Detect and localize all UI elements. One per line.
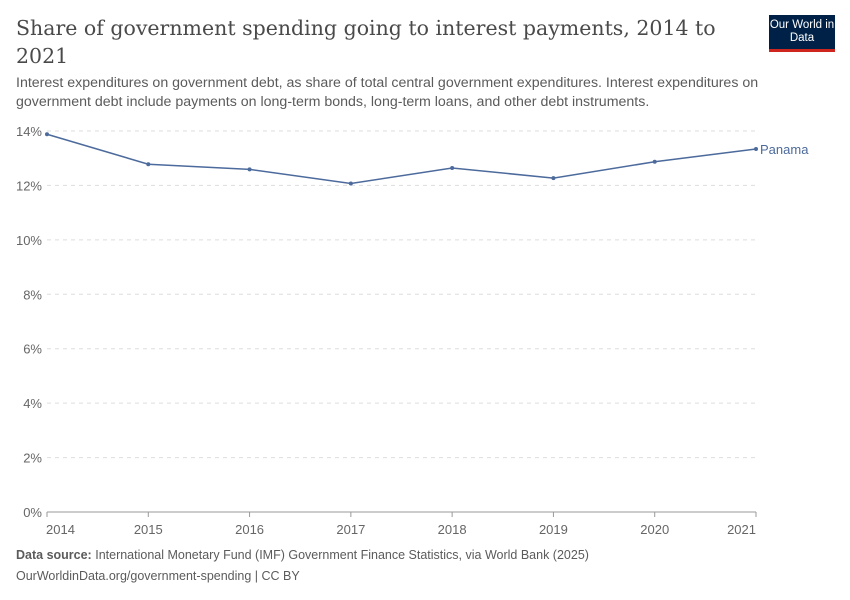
x-tick-label: 2018 — [438, 522, 467, 537]
data-point — [450, 166, 455, 171]
data-point — [551, 176, 556, 181]
data-point — [754, 146, 758, 151]
y-tick-label: 0% — [23, 505, 42, 520]
x-tick-label: 2021 — [727, 522, 756, 537]
y-tick-label: 8% — [23, 287, 42, 302]
series-label: Panama — [760, 142, 809, 157]
x-tick-label: 2019 — [539, 522, 568, 537]
x-tick-label: 2016 — [235, 522, 264, 537]
chart-title: Share of government spending going to in… — [16, 16, 716, 68]
x-tick-label: 2014 — [46, 522, 75, 537]
line-chart: 0% 2% 4% 6% 8% 10% 12% 14% 2014 2015 2016 2017 2018 2… — [16, 124, 809, 537]
y-tick-label: 12% — [16, 178, 42, 193]
chart-subtitle: Interest expenditures on government debt… — [16, 75, 759, 110]
data-point — [247, 167, 252, 172]
owid-logo[interactable]: Our World in Data — [769, 15, 835, 52]
series-line-panama — [46, 133, 757, 185]
y-tick-label: 4% — [23, 396, 42, 411]
data-point — [146, 162, 151, 167]
source-url[interactable]: OurWorldinData.org/government-spending |… — [16, 569, 300, 583]
source-label: Data source: — [16, 548, 92, 562]
y-tick-label: 10% — [16, 233, 42, 248]
data-point — [348, 181, 353, 186]
data-point — [652, 159, 657, 164]
y-tick-label: 14% — [16, 124, 42, 139]
x-tick-label: 2017 — [336, 522, 365, 537]
data-point — [45, 132, 49, 137]
data-source: Data source: International Monetary Fund… — [16, 548, 589, 562]
source-text: International Monetary Fund (IMF) Govern… — [95, 548, 589, 562]
x-tick-label: 2015 — [134, 522, 163, 537]
y-tick-label: 6% — [23, 342, 42, 357]
x-tick-label: 2020 — [640, 522, 669, 537]
y-tick-label: 2% — [23, 451, 42, 466]
